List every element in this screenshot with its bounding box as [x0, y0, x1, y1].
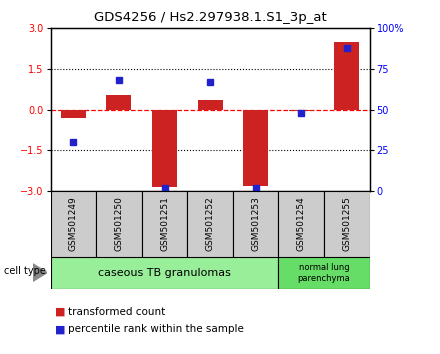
- Bar: [187, 191, 233, 257]
- Bar: [142, 191, 187, 257]
- Bar: [198, 100, 223, 110]
- Text: percentile rank within the sample: percentile rank within the sample: [68, 324, 244, 334]
- Text: GSM501254: GSM501254: [297, 196, 306, 251]
- Bar: [279, 257, 370, 289]
- Bar: [334, 42, 359, 110]
- Bar: [96, 191, 142, 257]
- Text: transformed count: transformed count: [68, 307, 165, 316]
- Bar: [279, 191, 324, 257]
- Polygon shape: [33, 264, 47, 281]
- Bar: [61, 110, 86, 118]
- Text: GSM501249: GSM501249: [69, 196, 78, 251]
- Bar: [51, 257, 279, 289]
- Text: GSM501255: GSM501255: [342, 196, 351, 251]
- Title: GDS4256 / Hs2.297938.1.S1_3p_at: GDS4256 / Hs2.297938.1.S1_3p_at: [94, 11, 326, 24]
- Text: GSM501251: GSM501251: [160, 196, 169, 251]
- Text: GSM501250: GSM501250: [114, 196, 124, 251]
- Bar: [233, 191, 279, 257]
- Text: ■: ■: [55, 324, 66, 334]
- Text: GSM501253: GSM501253: [251, 196, 260, 251]
- Bar: [106, 95, 132, 110]
- Bar: [152, 110, 177, 187]
- Text: GSM501252: GSM501252: [205, 196, 215, 251]
- Text: normal lung
parenchyma: normal lung parenchyma: [297, 263, 350, 282]
- Bar: [289, 110, 314, 111]
- Text: cell type: cell type: [4, 266, 46, 276]
- Text: ■: ■: [55, 307, 66, 316]
- Bar: [51, 191, 96, 257]
- Bar: [324, 191, 370, 257]
- Text: caseous TB granulomas: caseous TB granulomas: [98, 268, 231, 278]
- Bar: [243, 110, 268, 186]
